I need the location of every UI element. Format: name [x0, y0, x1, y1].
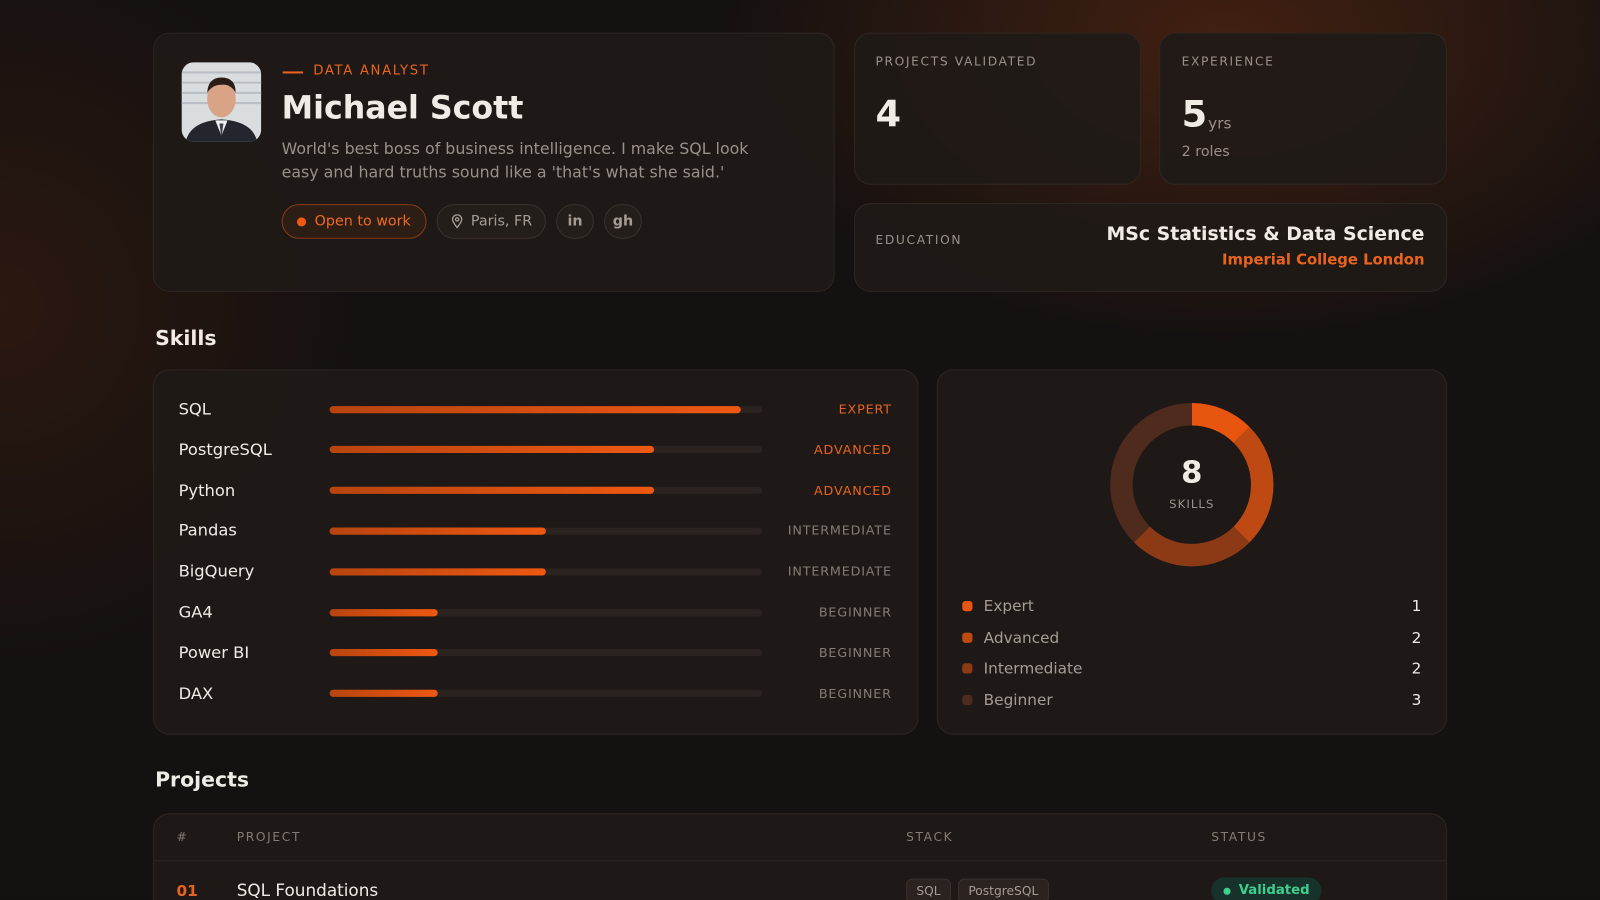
skill-level: INTERMEDIATE [787, 563, 892, 579]
skill-track [329, 527, 763, 535]
skill-name: BigQuery [178, 561, 255, 581]
skill-bar [329, 608, 438, 616]
profile-card [153, 32, 835, 292]
link-chip[interactable]: in [556, 204, 594, 239]
stat-unit: yrs [1208, 114, 1232, 133]
stat-card [1159, 32, 1447, 185]
avatar [181, 62, 262, 142]
section-title: Skills [155, 325, 217, 350]
bio: World's best boss of business intelligen… [281, 139, 749, 182]
stat-label: EXPERIENCE [1181, 54, 1275, 69]
location: Paris, FR [470, 213, 533, 230]
skill-bar [329, 527, 546, 535]
donut-segment [1110, 403, 1274, 567]
status: Open to work [314, 213, 411, 230]
legend-swatch [962, 694, 973, 705]
legend-count: 2 [1411, 628, 1422, 647]
skill-level: BEGINNER [818, 685, 892, 701]
legend-swatch [962, 632, 973, 643]
donut-label: SKILLS [1169, 496, 1215, 512]
legend-count: 3 [1411, 690, 1422, 709]
legend-name: Intermediate [983, 659, 1083, 678]
status-dot [297, 216, 307, 227]
legend-name: Expert [983, 596, 1034, 616]
stack-chip: PostgreSQL [958, 878, 1049, 900]
project-name: SQL Foundations [236, 880, 379, 900]
legend-name: Advanced [983, 628, 1060, 647]
column-header: PROJECT [236, 829, 302, 844]
section-title: Projects [155, 767, 249, 792]
column-header: # [176, 829, 189, 844]
skill-name: GA4 [178, 602, 213, 622]
skill-track [329, 608, 763, 616]
degree: MSc Statistics & Data Science [1106, 223, 1425, 245]
row-number: 01 [176, 881, 198, 900]
skill-name: Pandas [178, 520, 237, 541]
education-label: EDUCATION [875, 232, 963, 247]
name: Michael Scott [281, 89, 524, 127]
skill-name: SQL [178, 398, 211, 419]
donut-chart [1110, 403, 1274, 567]
skill-track [329, 649, 763, 657]
skill-name: Power BI [178, 642, 250, 663]
location-chip: Paris, FR [436, 204, 546, 239]
skill-name: Python [178, 480, 236, 500]
skill-level: INTERMEDIATE [787, 522, 892, 539]
donut-segment [1110, 403, 1274, 567]
donut-total: 8 [1181, 455, 1203, 491]
stat-value: 5 [1181, 93, 1208, 136]
stat-label: PROJECTS VALIDATED [875, 54, 1038, 69]
header-divider [154, 860, 1446, 862]
status-dot [1223, 887, 1231, 895]
role-dash [282, 71, 304, 73]
skill-name: DAX [178, 683, 214, 703]
legend-count: 2 [1411, 659, 1422, 678]
stat-note: 2 roles [1181, 143, 1230, 161]
legend-count: 1 [1411, 596, 1422, 616]
skill-bar [329, 446, 655, 454]
donut-segment [1110, 403, 1274, 567]
skill-level: BEGINNER [818, 644, 892, 660]
legend-name: Beginner [983, 690, 1053, 709]
education-card [854, 203, 1447, 292]
skill-level: ADVANCED [814, 441, 892, 457]
skill-name: PostgreSQL [178, 439, 272, 459]
skill-bar [329, 689, 438, 698]
legend-swatch [962, 663, 973, 674]
skill-bar [329, 486, 655, 494]
skill-level: EXPERT [838, 401, 892, 417]
pin-icon [452, 214, 463, 229]
status-pill: Validated [1211, 877, 1322, 900]
stat-card [854, 32, 1141, 185]
role: DATA ANALYST [313, 63, 430, 79]
legend-swatch [962, 601, 973, 612]
skill-bar [329, 649, 438, 657]
skills-card [153, 369, 919, 735]
stat-value: 4 [875, 93, 902, 136]
status-chip[interactable]: Open to work [281, 204, 427, 239]
skill-bar [329, 568, 546, 576]
column-header: STATUS [1211, 829, 1267, 844]
skill-bar [329, 405, 741, 413]
skill-track [329, 689, 763, 698]
column-header: STACK [906, 829, 954, 844]
school: Imperial College London [1221, 252, 1425, 269]
link-chip[interactable]: gh [604, 204, 642, 239]
skill-track [329, 568, 763, 576]
skill-level: ADVANCED [814, 482, 892, 498]
stack-chip: SQL [906, 878, 951, 900]
skill-level: BEGINNER [818, 604, 892, 620]
